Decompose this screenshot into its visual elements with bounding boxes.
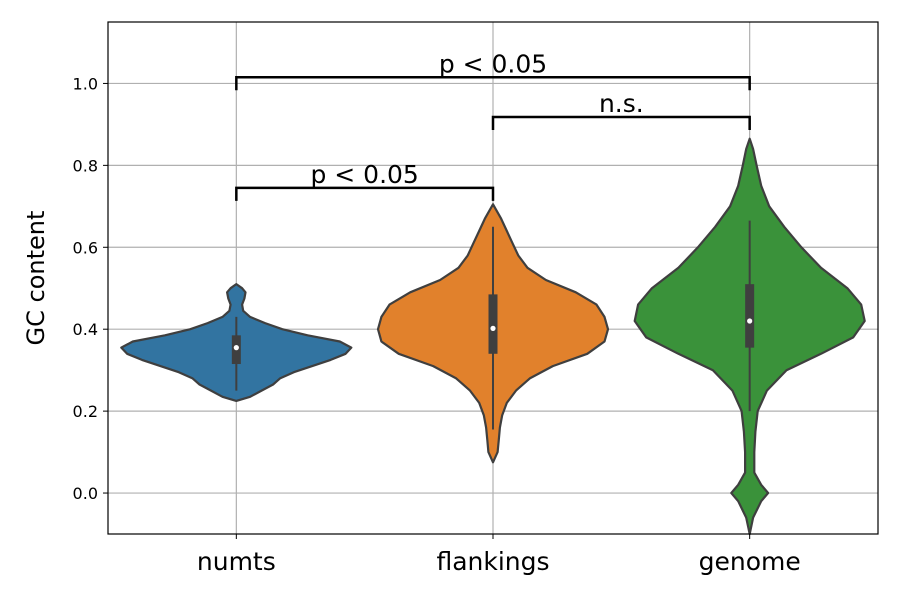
significance-bracket: n.s. bbox=[491, 89, 751, 131]
significance-brackets: p < 0.05 n.s. p < 0.05 bbox=[235, 49, 751, 201]
y-tick-label: 0.6 bbox=[73, 238, 98, 257]
y-axis-title: GC content bbox=[22, 211, 50, 346]
y-tick-label: 1.0 bbox=[73, 74, 98, 93]
violin-numts bbox=[120, 283, 353, 402]
x-axis-ticks: numts flankings genome bbox=[197, 534, 801, 576]
significance-bracket: p < 0.05 bbox=[235, 49, 751, 91]
bracket-line bbox=[235, 186, 495, 201]
y-axis-ticks: 0.0 0.2 0.4 0.6 0.8 1.0 bbox=[73, 74, 108, 503]
y-tick-label: 0.0 bbox=[73, 484, 98, 503]
violin-genome bbox=[633, 137, 866, 536]
significance-label: p < 0.05 bbox=[439, 49, 547, 78]
median-point-genome bbox=[747, 318, 753, 324]
median-point-numts bbox=[233, 345, 239, 351]
iqr-box-flankings bbox=[488, 294, 498, 354]
iqr-box-genome bbox=[745, 284, 755, 348]
x-tick-label-genome: genome bbox=[699, 547, 801, 576]
significance-label: n.s. bbox=[599, 89, 644, 118]
bracket-line bbox=[491, 115, 751, 131]
bracket-line bbox=[235, 76, 751, 91]
significance-bracket: p < 0.05 bbox=[235, 160, 495, 201]
y-tick-label: 0.4 bbox=[73, 320, 98, 339]
x-tick-label-flankings: flankings bbox=[436, 547, 549, 576]
median-point-flankings bbox=[490, 325, 496, 331]
violin-flankings bbox=[376, 203, 610, 464]
y-tick-label: 0.2 bbox=[73, 402, 98, 421]
x-tick-label-numts: numts bbox=[197, 547, 276, 576]
violins bbox=[120, 137, 866, 536]
significance-label: p < 0.05 bbox=[310, 160, 418, 189]
y-tick-label: 0.8 bbox=[73, 156, 98, 175]
